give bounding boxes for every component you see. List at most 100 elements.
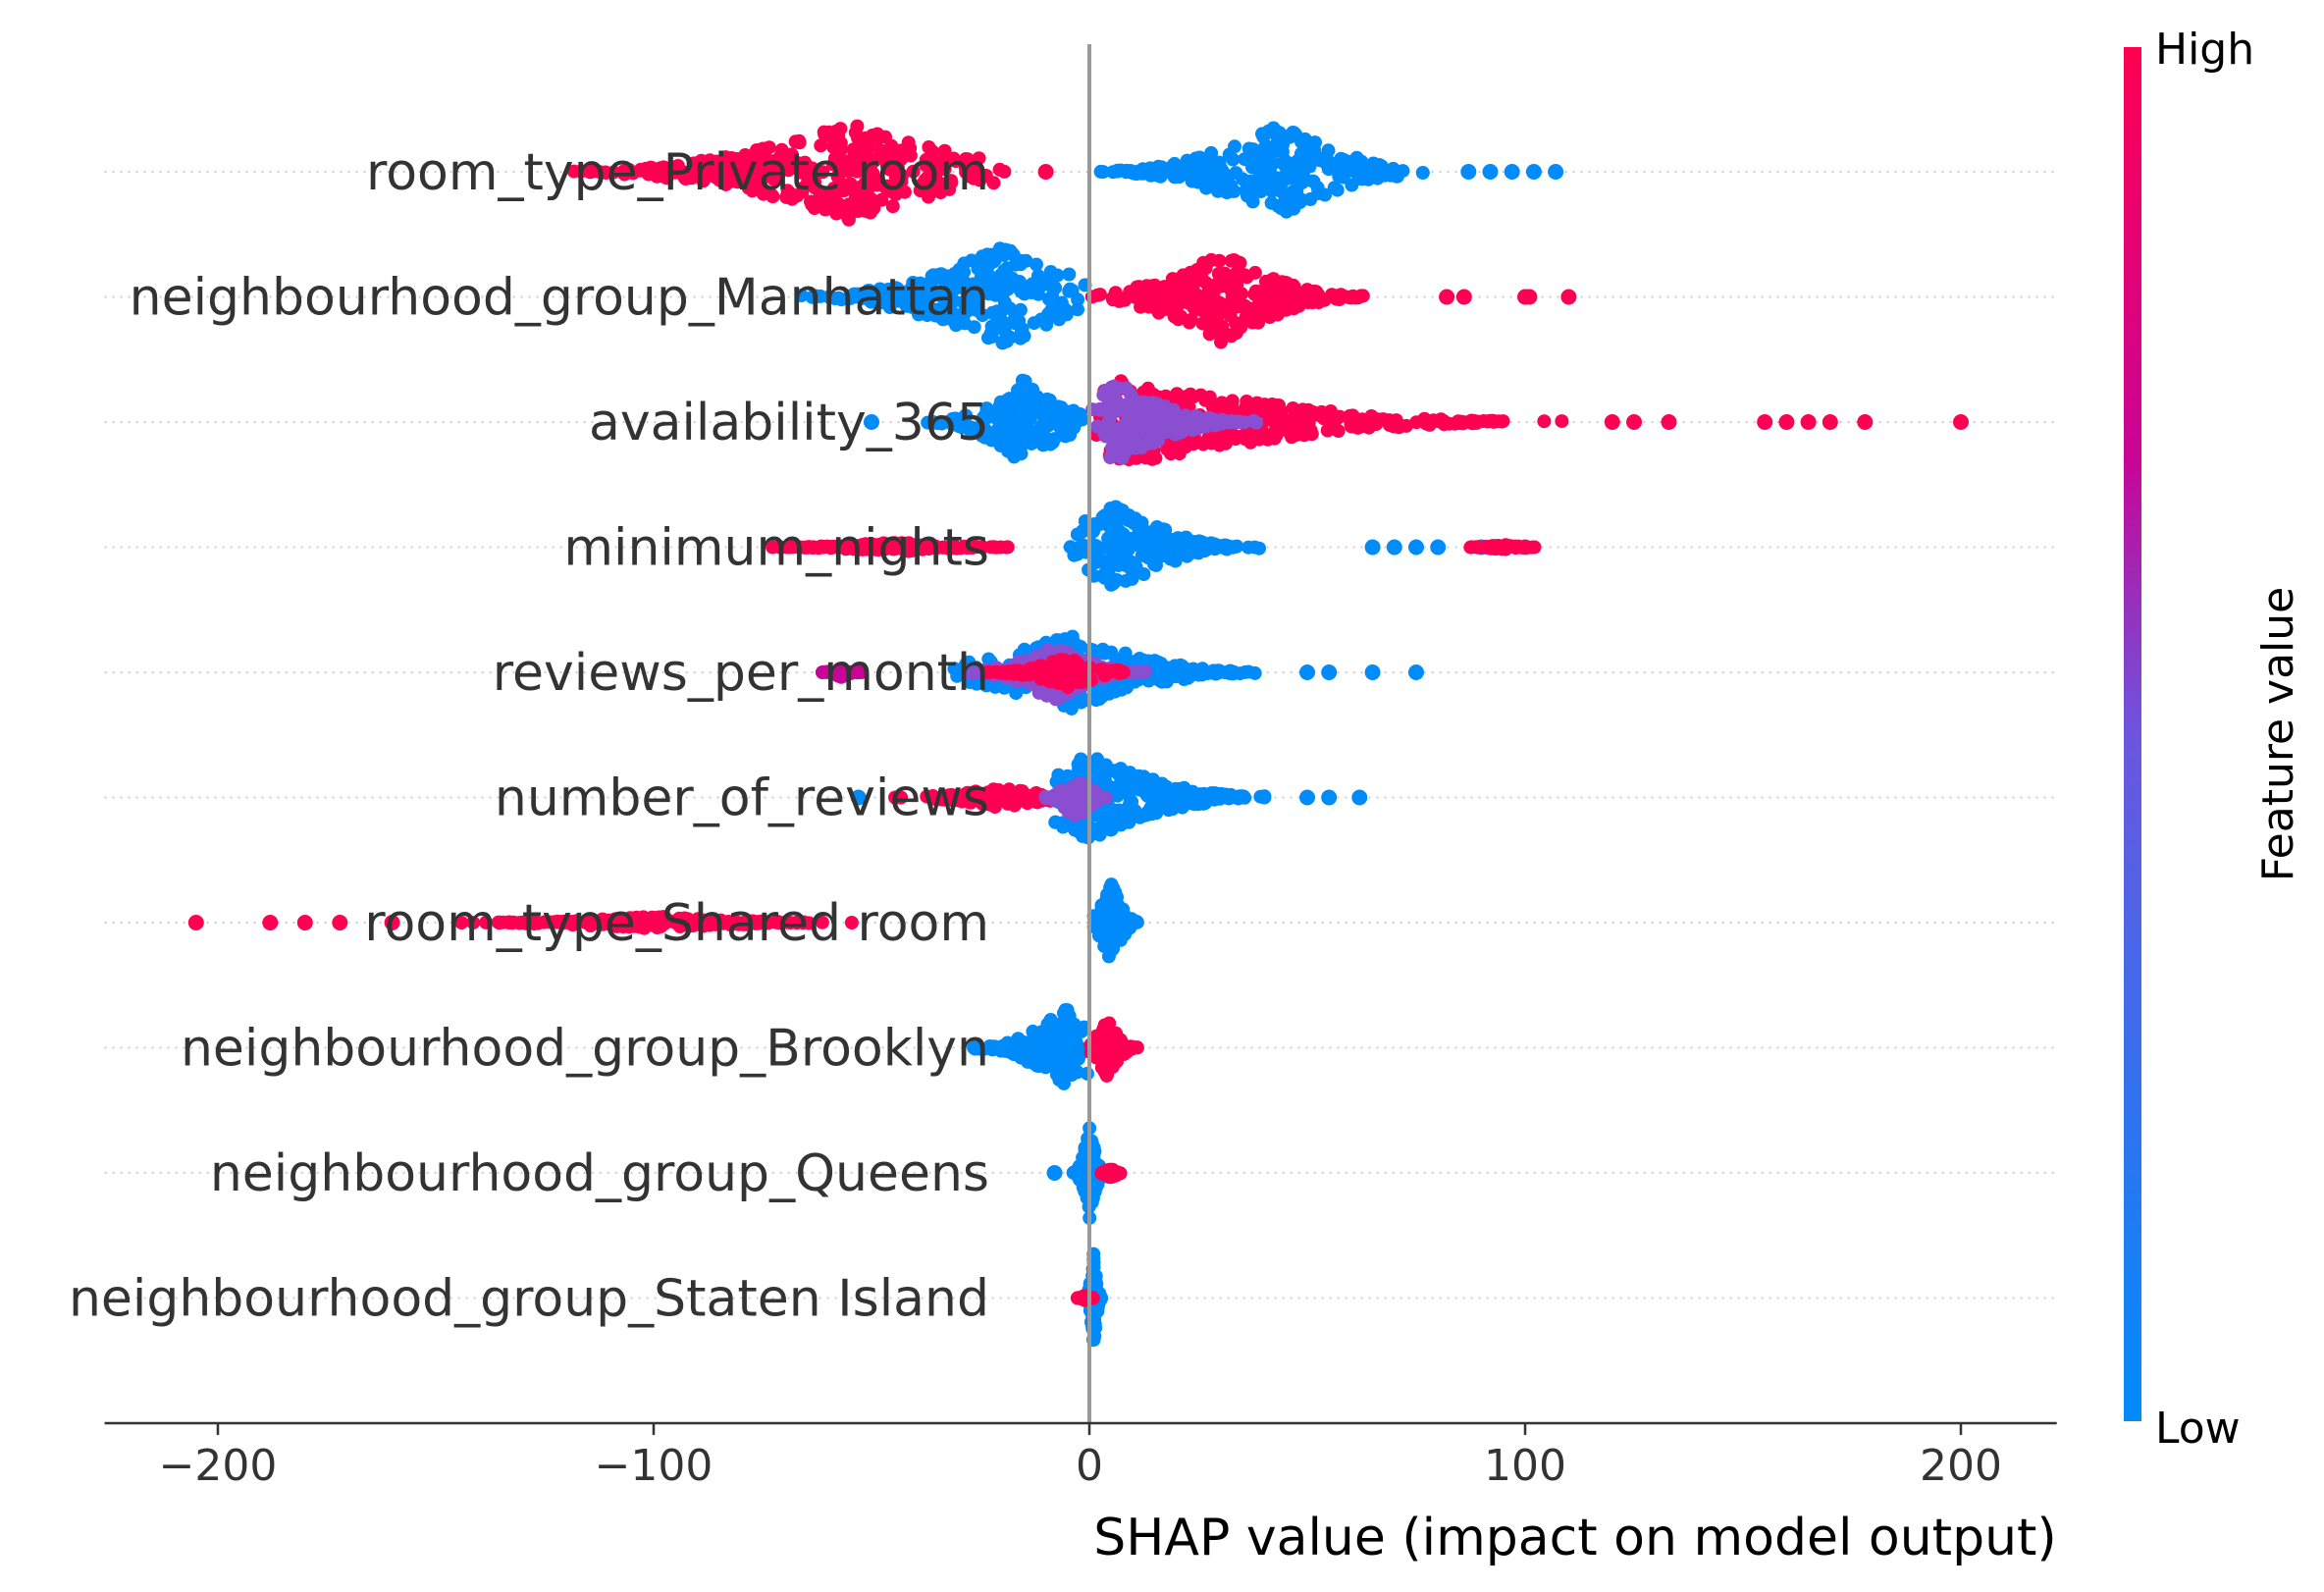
data-point bbox=[1062, 267, 1077, 282]
data-point bbox=[1430, 539, 1447, 556]
colorbar-low-label: Low bbox=[2155, 1404, 2241, 1454]
data-point bbox=[1119, 422, 1134, 437]
data-point bbox=[1778, 414, 1795, 430]
data-point bbox=[1037, 164, 1054, 180]
data-point bbox=[1139, 279, 1154, 293]
data-point bbox=[187, 915, 204, 930]
colorbar-title: Feature value bbox=[2253, 587, 2303, 881]
data-point bbox=[1334, 153, 1347, 168]
data-point bbox=[1012, 275, 1027, 289]
data-point bbox=[1173, 442, 1188, 456]
data-point bbox=[1253, 295, 1267, 309]
data-point bbox=[964, 420, 978, 435]
data-point bbox=[1037, 403, 1052, 418]
data-point bbox=[1147, 450, 1162, 463]
data-point bbox=[1118, 509, 1133, 524]
data-point bbox=[1214, 412, 1229, 427]
data-point bbox=[1215, 319, 1230, 334]
data-point bbox=[976, 308, 990, 323]
data-point bbox=[1822, 414, 1838, 430]
data-point bbox=[658, 910, 672, 925]
data-point bbox=[587, 164, 602, 179]
data-point bbox=[1485, 539, 1500, 554]
data-point bbox=[1150, 796, 1165, 810]
data-point bbox=[1138, 664, 1153, 679]
data-point bbox=[1187, 300, 1201, 315]
data-point bbox=[1023, 666, 1037, 680]
data-point bbox=[1211, 539, 1226, 553]
data-point bbox=[1014, 447, 1029, 461]
data-point bbox=[1482, 164, 1499, 180]
data-point bbox=[1626, 414, 1642, 430]
data-point bbox=[915, 177, 929, 191]
data-point bbox=[935, 312, 950, 327]
data-point bbox=[296, 915, 313, 930]
data-point bbox=[748, 916, 763, 930]
data-point bbox=[945, 411, 960, 426]
x-tick-label: 200 bbox=[1920, 1441, 2002, 1491]
data-point bbox=[1555, 414, 1569, 429]
data-point bbox=[1063, 540, 1078, 555]
data-point bbox=[1058, 419, 1073, 434]
data-point bbox=[1000, 261, 1014, 276]
data-point bbox=[1364, 539, 1381, 556]
data-point bbox=[955, 276, 970, 291]
data-point bbox=[1211, 431, 1226, 446]
data-point bbox=[766, 540, 780, 555]
data-point bbox=[1058, 302, 1073, 317]
data-point bbox=[479, 915, 494, 929]
data-point bbox=[1303, 192, 1318, 206]
data-point bbox=[1097, 790, 1112, 805]
data-point bbox=[1353, 289, 1368, 303]
data-point bbox=[1024, 793, 1038, 808]
data-point bbox=[1253, 789, 1268, 804]
data-point bbox=[1089, 539, 1104, 554]
data-point bbox=[1050, 268, 1065, 283]
data-point bbox=[1063, 282, 1078, 296]
data-point bbox=[792, 133, 807, 148]
data-point bbox=[1271, 276, 1286, 291]
data-point bbox=[771, 915, 786, 929]
data-point bbox=[967, 171, 981, 186]
data-point bbox=[1100, 1031, 1115, 1045]
data-point bbox=[1206, 788, 1221, 803]
data-point bbox=[901, 141, 916, 156]
data-point bbox=[589, 915, 604, 929]
data-point bbox=[741, 181, 756, 195]
data-point bbox=[925, 415, 940, 429]
data-point bbox=[1206, 663, 1221, 678]
data-point bbox=[1154, 657, 1168, 670]
data-point bbox=[1504, 164, 1520, 180]
data-point bbox=[963, 795, 977, 810]
data-point bbox=[1370, 171, 1385, 186]
data-point bbox=[762, 916, 775, 930]
data-point bbox=[977, 168, 991, 183]
data-point bbox=[1471, 540, 1486, 555]
data-point bbox=[998, 242, 1013, 257]
data-point bbox=[1068, 785, 1083, 800]
data-point bbox=[1013, 302, 1028, 317]
data-point bbox=[833, 135, 848, 150]
data-point bbox=[984, 787, 999, 802]
data-point bbox=[1089, 825, 1104, 840]
data-point bbox=[1178, 408, 1192, 423]
data-point bbox=[1045, 289, 1060, 303]
data-point bbox=[766, 161, 781, 175]
data-point bbox=[848, 290, 863, 304]
data-point bbox=[1190, 667, 1205, 682]
x-tick-label: 100 bbox=[1484, 1441, 1566, 1491]
data-point bbox=[922, 140, 936, 154]
data-point bbox=[634, 917, 649, 931]
data-point bbox=[848, 143, 863, 158]
data-point bbox=[1460, 164, 1477, 180]
data-point bbox=[1236, 172, 1250, 186]
data-point bbox=[1147, 531, 1162, 546]
data-point bbox=[1439, 289, 1455, 305]
data-point bbox=[864, 153, 878, 168]
data-point bbox=[1188, 413, 1203, 428]
data-point bbox=[1281, 161, 1295, 176]
data-point bbox=[384, 915, 400, 930]
data-point bbox=[1409, 415, 1424, 430]
data-point bbox=[833, 122, 848, 136]
data-point bbox=[1470, 414, 1485, 429]
